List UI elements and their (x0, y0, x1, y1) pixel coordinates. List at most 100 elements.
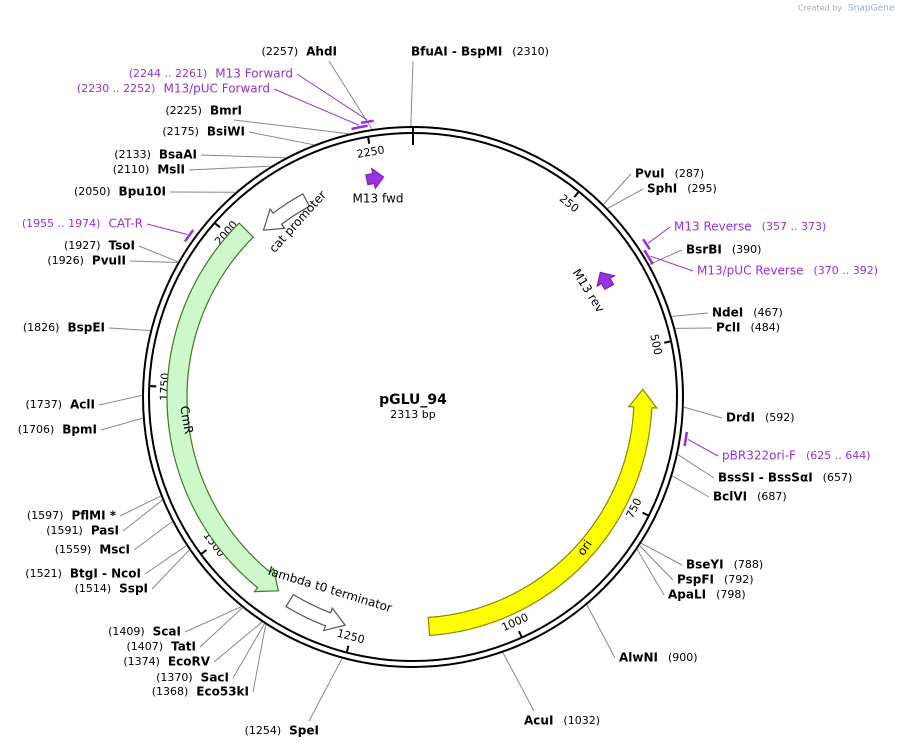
enzyme-position: (467) (753, 306, 783, 319)
enzyme-leader (636, 549, 665, 596)
primer-range: (2244 .. 2261) (129, 67, 208, 80)
enzyme-name: DrdI (726, 411, 755, 425)
enzyme-leader (199, 607, 243, 648)
enzyme-leader (122, 499, 163, 532)
enzyme-name: PflMI * (71, 509, 116, 523)
primer-leader (647, 226, 671, 244)
enzyme-position: (2050) (74, 185, 111, 198)
primer-leader (650, 255, 694, 272)
enzyme-position: (1591) (46, 524, 83, 537)
primer-name: M13 Forward (215, 67, 293, 81)
enzyme-name: SspI (119, 582, 148, 596)
enzyme-leader (308, 658, 343, 722)
enzyme-position: (2175) (162, 125, 199, 138)
enzyme-position: (1409) (108, 625, 145, 638)
enzyme-leader (410, 60, 414, 127)
enzyme-name: PspFI (677, 573, 714, 587)
enzyme-position: (1706) (18, 423, 55, 436)
enzyme-leader (98, 394, 143, 406)
credit: Created by (798, 4, 842, 13)
feature-arrow (365, 167, 385, 190)
enzyme-position: (1926) (47, 254, 84, 267)
enzyme-leader (252, 624, 267, 693)
tick-label: 500 (647, 333, 664, 356)
enzyme-leader (151, 549, 190, 590)
enzyme-position: (792) (724, 573, 754, 586)
tick-label: 2250 (356, 143, 386, 161)
enzyme-position: (1254) (245, 724, 282, 737)
enzyme-name: PvuII (92, 254, 126, 268)
enzyme-leader (248, 131, 314, 146)
enzyme-leader (188, 165, 272, 171)
enzyme-leader (649, 249, 683, 265)
enzyme-name: PvuI (635, 167, 665, 181)
enzyme-position: (1370) (156, 671, 193, 684)
enzyme-name: TsoI (109, 239, 135, 253)
enzyme-name: NdeI (712, 306, 743, 320)
enzyme-leader (213, 621, 263, 663)
feature-label: M13 fwd (353, 192, 404, 206)
enzyme-name: EcoRV (168, 655, 211, 669)
enzyme-leader (100, 417, 143, 431)
primer-leader (296, 73, 368, 121)
enzyme-leader (677, 454, 715, 479)
feature-label: lambda t0 terminator (267, 564, 394, 615)
enzyme-leader (232, 623, 265, 679)
tick-mark (200, 549, 208, 555)
enzyme-position: (2310) (512, 45, 549, 58)
brand: SnapGene (848, 4, 895, 14)
enzyme-name: ScaI (153, 625, 181, 639)
feature-arrow (596, 271, 616, 291)
enzyme-leader (586, 604, 616, 659)
primer-arc (351, 124, 368, 131)
feature-arrow (285, 593, 347, 632)
tick-mark (367, 136, 371, 144)
primer-arc (643, 249, 654, 265)
enzyme-position: (2257) (262, 45, 299, 58)
enzyme-leader (671, 312, 709, 317)
enzyme-position: (798) (716, 588, 746, 601)
enzyme-position: (1521) (25, 567, 62, 580)
enzyme-leader (640, 542, 683, 566)
plasmid-size: 2313 bp (390, 408, 435, 421)
feature-arrow (262, 193, 311, 231)
enzyme-leader (138, 245, 179, 263)
enzyme-leader (603, 173, 632, 205)
enzyme-name: BsiWI (207, 125, 245, 139)
feature-label: CmR (177, 405, 196, 435)
enzyme-leader (233, 119, 349, 135)
enzyme-name: SacI (201, 671, 229, 685)
enzyme-position: (1737) (25, 398, 62, 411)
enzyme-name: AlwNI (619, 651, 658, 665)
enzyme-position: (390) (732, 243, 762, 256)
primer-range: (2230 .. 2252) (77, 82, 156, 95)
enzyme-leader (607, 188, 644, 209)
enzyme-name: SpeI (289, 724, 319, 738)
enzyme-position: (1514) (75, 582, 112, 595)
enzyme-position: (1826) (23, 321, 60, 334)
enzyme-position: (1927) (64, 239, 101, 252)
enzyme-leader (502, 652, 535, 712)
primer-name: pBR322ori-F (722, 449, 796, 463)
enzyme-position: (295) (687, 182, 717, 195)
enzyme-position: (1374) (123, 655, 160, 668)
tick-label: 1250 (336, 627, 366, 647)
enzyme-name: PclI (716, 321, 741, 335)
enzyme-name: SphI (647, 182, 677, 196)
enzyme-leader (129, 260, 178, 263)
enzyme-position: (2110) (113, 163, 150, 176)
enzyme-name: BfuAI - BspMI (411, 45, 502, 59)
enzyme-name: PasI (91, 524, 119, 538)
enzyme-name: Eco53kI (196, 685, 249, 699)
tick-mark (518, 630, 523, 638)
tick-label: 250 (557, 192, 582, 215)
primer-leader (146, 223, 188, 236)
enzyme-name: BpmI (62, 423, 97, 437)
enzyme-name: BsrBI (686, 243, 722, 257)
primer-range: (370 .. 392) (814, 264, 879, 277)
enzyme-name: AclI (70, 398, 95, 412)
enzyme-position: (1407) (126, 640, 163, 653)
primer-arc (642, 238, 651, 251)
primer-leader (273, 88, 360, 126)
primer-leader (687, 438, 719, 457)
